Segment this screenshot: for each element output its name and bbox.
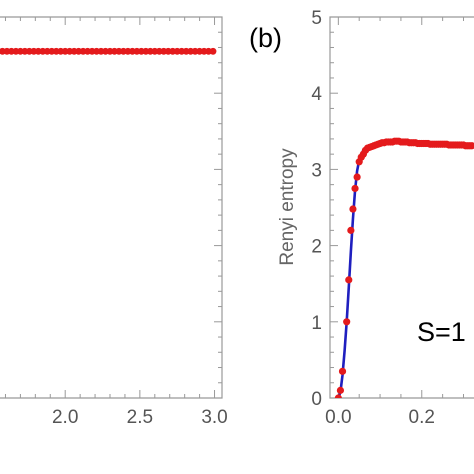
panel-a: 2.0 2.5 3.0 <box>0 16 228 428</box>
y-tick-label: 0 <box>311 389 322 410</box>
y-axis-label: Renyi entropy <box>277 148 298 266</box>
data-point <box>351 184 359 193</box>
data-point <box>343 318 351 326</box>
data-point <box>468 142 474 150</box>
panel-b-points <box>334 137 474 398</box>
panel-b-label: (b) <box>249 23 282 53</box>
panel-a-points <box>0 47 217 55</box>
data-point <box>336 386 345 394</box>
panel-b-tick-labels: 0 1 2 3 4 5 0.0 0.2 <box>311 8 435 428</box>
data-point <box>334 394 342 398</box>
y-tick-label: 3 <box>311 160 322 181</box>
x-tick-label: 2.0 <box>52 407 78 428</box>
data-point <box>347 226 355 234</box>
x-tick-label: 3.0 <box>201 407 227 428</box>
data-point <box>209 47 217 55</box>
spin-annotation: S=1 <box>417 317 466 347</box>
panel-b: (b) 0 1 2 3 4 5 0.0 0.2 Renyi entropy S=1 <box>249 8 474 428</box>
x-tick-label: 2.5 <box>127 407 153 428</box>
y-tick-label: 2 <box>311 237 322 258</box>
panel-a-tick-labels: 2.0 2.5 3.0 <box>52 407 228 428</box>
y-tick-label: 5 <box>311 8 322 29</box>
x-tick-label: 0.0 <box>325 407 351 428</box>
y-tick-label: 4 <box>311 84 322 105</box>
panel-a-frame <box>0 16 223 399</box>
panel-b-frame <box>329 16 474 399</box>
x-tick-label: 0.2 <box>409 407 435 428</box>
data-point <box>349 205 357 213</box>
y-tick-label: 1 <box>311 313 322 334</box>
panel-a-ticks <box>4 16 222 399</box>
data-point <box>338 367 347 375</box>
data-point <box>345 276 353 284</box>
data-point <box>353 173 361 181</box>
